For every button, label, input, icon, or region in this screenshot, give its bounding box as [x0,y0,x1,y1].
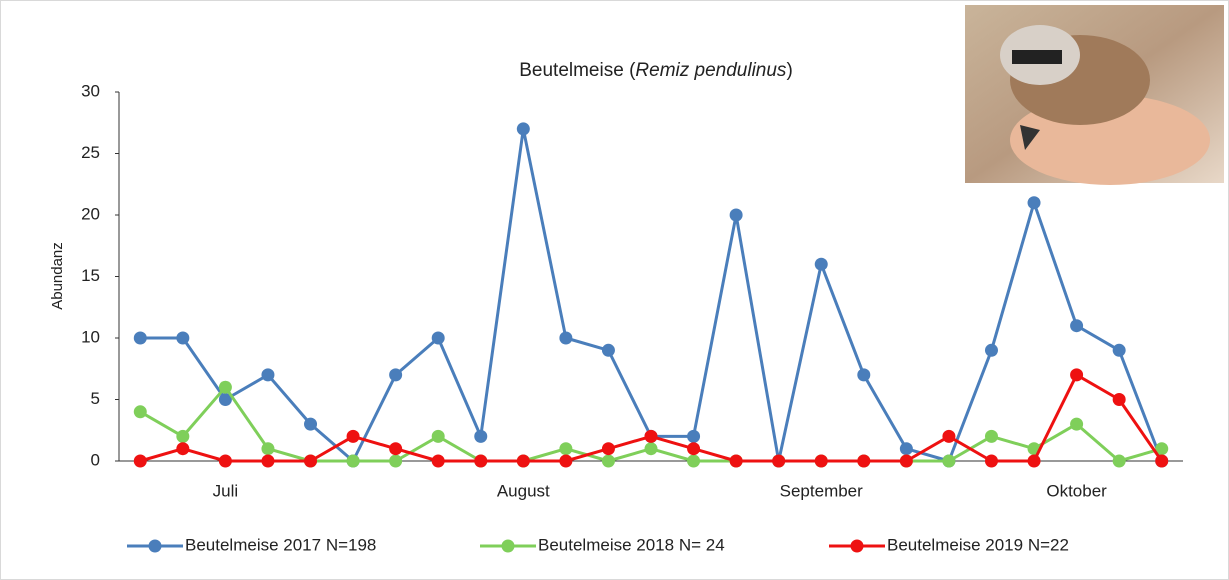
data-point [985,344,998,357]
title-species: Remiz pendulinus [635,60,787,81]
data-point [687,455,700,468]
data-point [1028,455,1041,468]
data-point [602,344,615,357]
data-point [517,455,530,468]
legend-marker [502,540,515,553]
data-point [1070,368,1083,381]
data-point [602,455,615,468]
data-point [474,430,487,443]
data-point [261,368,274,381]
data-point [559,332,572,345]
y-tick-label: 25 [81,143,100,162]
data-point [815,455,828,468]
data-point [730,209,743,222]
data-point [1070,319,1083,332]
data-point [261,442,274,455]
data-point [730,455,743,468]
data-point [432,430,445,443]
legend-marker [149,540,162,553]
data-point [176,442,189,455]
x-tick-label: Oktober [1046,481,1107,500]
data-point [985,455,998,468]
data-point [176,430,189,443]
page: Beutelmeise (Remiz pendulinus) Abundanz … [0,0,1229,580]
y-axis-label: Abundanz [49,242,66,310]
data-point [687,442,700,455]
data-point [559,455,572,468]
y-tick-label: 10 [81,327,100,346]
data-point [219,381,232,394]
y-tick-label: 30 [81,81,100,100]
bird-photo [965,5,1224,185]
data-point [645,442,658,455]
data-point [1113,344,1126,357]
chart-title: Beutelmeise (Remiz pendulinus) [519,60,793,81]
data-point [687,430,700,443]
data-point [645,430,658,443]
data-point [134,455,147,468]
data-point [134,332,147,345]
y-tick-label: 15 [81,266,100,285]
data-point [1155,455,1168,468]
data-point [304,455,317,468]
data-point [474,455,487,468]
data-point [389,455,402,468]
chart: Beutelmeise (Remiz pendulinus) Abundanz … [0,0,1229,580]
legend-label: Beutelmeise 2019 N=22 [887,535,1069,554]
data-point [517,122,530,135]
data-point [1028,196,1041,209]
data-point [559,442,572,455]
title-text: ) [786,60,792,81]
title-text: Beutelmeise ( [519,60,636,81]
y-tick-label: 0 [91,450,100,469]
data-point [942,455,955,468]
data-point [857,455,870,468]
legend-label: Beutelmeise 2018 N= 24 [538,535,725,554]
data-point [176,332,189,345]
data-point [985,430,998,443]
data-point [942,430,955,443]
data-point [772,455,785,468]
data-point [347,455,360,468]
data-point [304,418,317,431]
legend-marker [851,540,864,553]
data-point [389,368,402,381]
data-point [1113,393,1126,406]
data-point [219,455,232,468]
x-tick-label: September [780,481,863,500]
data-point [815,258,828,271]
data-point [602,442,615,455]
data-point [347,430,360,443]
y-tick-label: 5 [91,389,100,408]
y-tick-label: 20 [81,204,100,223]
data-point [261,455,274,468]
x-tick-label: August [497,481,550,500]
x-tick-label: Juli [213,481,239,500]
data-point [857,368,870,381]
legend-label: Beutelmeise 2017 N=198 [185,535,376,554]
data-point [432,455,445,468]
data-point [389,442,402,455]
data-point [432,332,445,345]
data-point [900,455,913,468]
data-point [1113,455,1126,468]
data-point [1070,418,1083,431]
data-point [900,442,913,455]
data-point [134,405,147,418]
